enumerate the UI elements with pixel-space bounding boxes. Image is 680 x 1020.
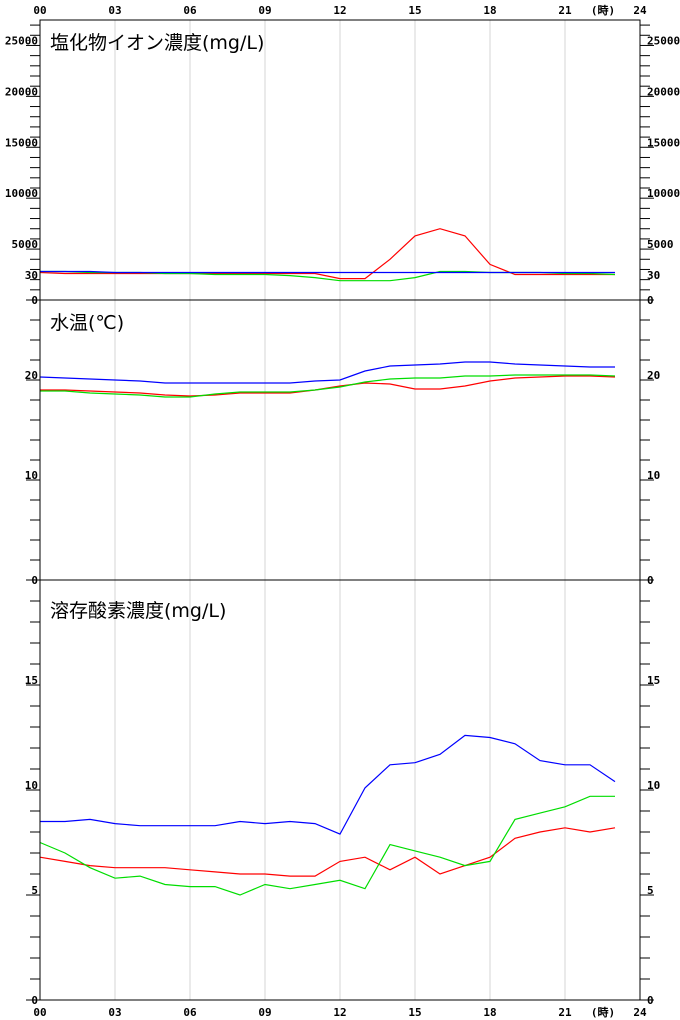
top-hour-unit-label: (時)	[591, 3, 615, 17]
bottom-hour-tick-label: 21	[558, 1006, 572, 1019]
series-line-red	[39, 228, 615, 280]
left-tick-label: 5000	[12, 238, 39, 251]
series-line-red	[39, 827, 616, 877]
bottom-hour-tick-label: 09	[258, 1006, 271, 1019]
panel-title: 塩化物イオン濃度(mg/L)	[50, 32, 264, 54]
series-line-blue	[40, 270, 615, 274]
panel-title: 水温(℃)	[50, 312, 124, 334]
right-tick-label: 15000	[647, 136, 680, 149]
top-hour-tick-label: 06	[183, 4, 197, 17]
bottom-hour-axis: 00 03 06 09 12 15 18 21 24	[33, 1006, 647, 1019]
series-line-red	[40, 375, 616, 397]
left-tick-label: 0	[31, 574, 38, 587]
bottom-hour-tick-label: 18	[483, 1006, 496, 1019]
right-tick-label: 25000	[647, 34, 680, 47]
panel-2: 0 0 10 10 20 20 30 30 水温(℃)	[25, 269, 661, 587]
right-tick-label: 20	[647, 369, 660, 382]
plot-frame	[39, 579, 641, 1001]
right-tick-label: 0	[647, 994, 654, 1007]
bottom-hour-unit-label: (時)	[591, 1005, 615, 1019]
left-tick-label: 30	[25, 269, 38, 282]
bottom-hour-tick-label: 15	[408, 1006, 421, 1019]
right-tick-label: 5000	[647, 238, 674, 251]
bottom-hour-tick-label: 24	[633, 1006, 647, 1019]
top-hour-tick-label: 15	[408, 4, 421, 17]
top-hour-axis: 00 03 06 09 12 15 18 21 24	[33, 4, 647, 17]
series-line-green	[40, 374, 616, 398]
left-tick-label: 0	[31, 294, 38, 307]
right-tick-label: 30	[647, 269, 660, 282]
left-tick-label: 5	[31, 884, 38, 897]
left-tick-label: 10000	[5, 187, 38, 200]
right-tick-label: 10	[647, 779, 660, 792]
panel-1: 0 0 5000 5000 10000 10000 15000 15000 20000 20000…	[5, 19, 680, 307]
left-tick-label: 10	[25, 779, 38, 792]
right-tick-label: 10	[647, 469, 660, 482]
left-tick-label: 15000	[5, 136, 38, 149]
left-tick-label: 25000	[5, 34, 38, 47]
top-hour-tick-label: 18	[483, 4, 496, 17]
left-tick-label: 0	[31, 994, 38, 1007]
bottom-hour-tick-label: 12	[333, 1006, 346, 1019]
bottom-hour-tick-label: 06	[183, 1006, 197, 1019]
series-line-blue	[40, 734, 616, 835]
series-line-blue	[39, 361, 615, 384]
top-hour-tick-label: 24	[633, 4, 647, 17]
right-tick-label: 20000	[647, 85, 680, 98]
top-hour-tick-label: 12	[333, 4, 346, 17]
left-tick-label: 15	[25, 674, 38, 687]
series-line-green	[39, 795, 615, 896]
right-tick-label: 10000	[647, 187, 680, 200]
left-tick-label: 20	[25, 369, 38, 382]
top-hour-tick-label: 21	[558, 4, 572, 17]
bottom-hour-tick-label: 03	[108, 1006, 121, 1019]
right-tick-label: 15	[647, 674, 660, 687]
top-hour-tick-label: 09	[258, 4, 271, 17]
panel-title: 溶存酸素濃度(mg/L)	[50, 600, 226, 622]
top-hour-tick-label: 03	[108, 4, 121, 17]
left-tick-label: 20000	[5, 85, 38, 98]
right-tick-label: 0	[647, 574, 654, 587]
bottom-hour-tick-label: 00	[33, 1006, 46, 1019]
right-tick-label: 0	[647, 294, 654, 307]
top-hour-tick-label: 00	[33, 4, 46, 17]
right-tick-label: 5	[647, 884, 654, 897]
panel-3: 0 0 5 5 10 10 15 15 溶存酸素濃度(mg/L)	[25, 579, 660, 1007]
left-tick-label: 10	[25, 469, 38, 482]
